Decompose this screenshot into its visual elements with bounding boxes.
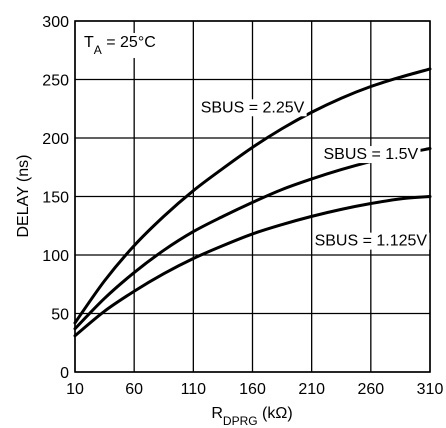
- x-tick-labels: 10 60 110 160 210 260 310: [66, 381, 443, 398]
- series-label-0: SBUS = 2.25V: [201, 99, 305, 116]
- plot-frame: [74, 20, 431, 373]
- y-tick-label: 150: [42, 190, 69, 207]
- x-tick-label: 10: [66, 381, 84, 398]
- y-tick-labels: 0 50 100 150 200 250 300: [42, 14, 69, 382]
- grid: [74, 20, 431, 373]
- condition-background: [81, 33, 159, 58]
- y-tick-label: 0: [60, 365, 69, 382]
- series-label-background: [198, 99, 307, 117]
- x-tick-label: 260: [357, 381, 384, 398]
- x-tick-label: 110: [181, 381, 207, 398]
- y-tick-label: 300: [42, 14, 69, 31]
- x-tick-label: 60: [125, 381, 143, 398]
- series-line-2: [73, 195, 432, 338]
- y-tick-label: 100: [42, 248, 69, 265]
- y-axis-title: DELAY (ns): [15, 155, 32, 238]
- y-tick-label: 200: [42, 131, 69, 148]
- series-labels: SBUS = 2.25V SBUS = 1.5V SBUS = 1.125V: [198, 99, 430, 250]
- x-tick-label: 160: [239, 381, 266, 398]
- x-axis-title: RDPRG (kΩ): [211, 405, 292, 428]
- temperature-condition: TA = 25°C: [84, 34, 156, 57]
- series-label-background: [312, 232, 430, 250]
- y-tick-label: 50: [51, 307, 69, 324]
- y-tick-label: 250: [42, 73, 69, 90]
- series-label-background: [321, 146, 421, 164]
- x-tick-label: 210: [298, 381, 325, 398]
- series-label-1: SBUS = 1.5V: [323, 146, 418, 163]
- x-tick-label: 310: [417, 381, 444, 398]
- series-label-2: SBUS = 1.125V: [315, 233, 428, 250]
- series-line-0: [73, 67, 432, 325]
